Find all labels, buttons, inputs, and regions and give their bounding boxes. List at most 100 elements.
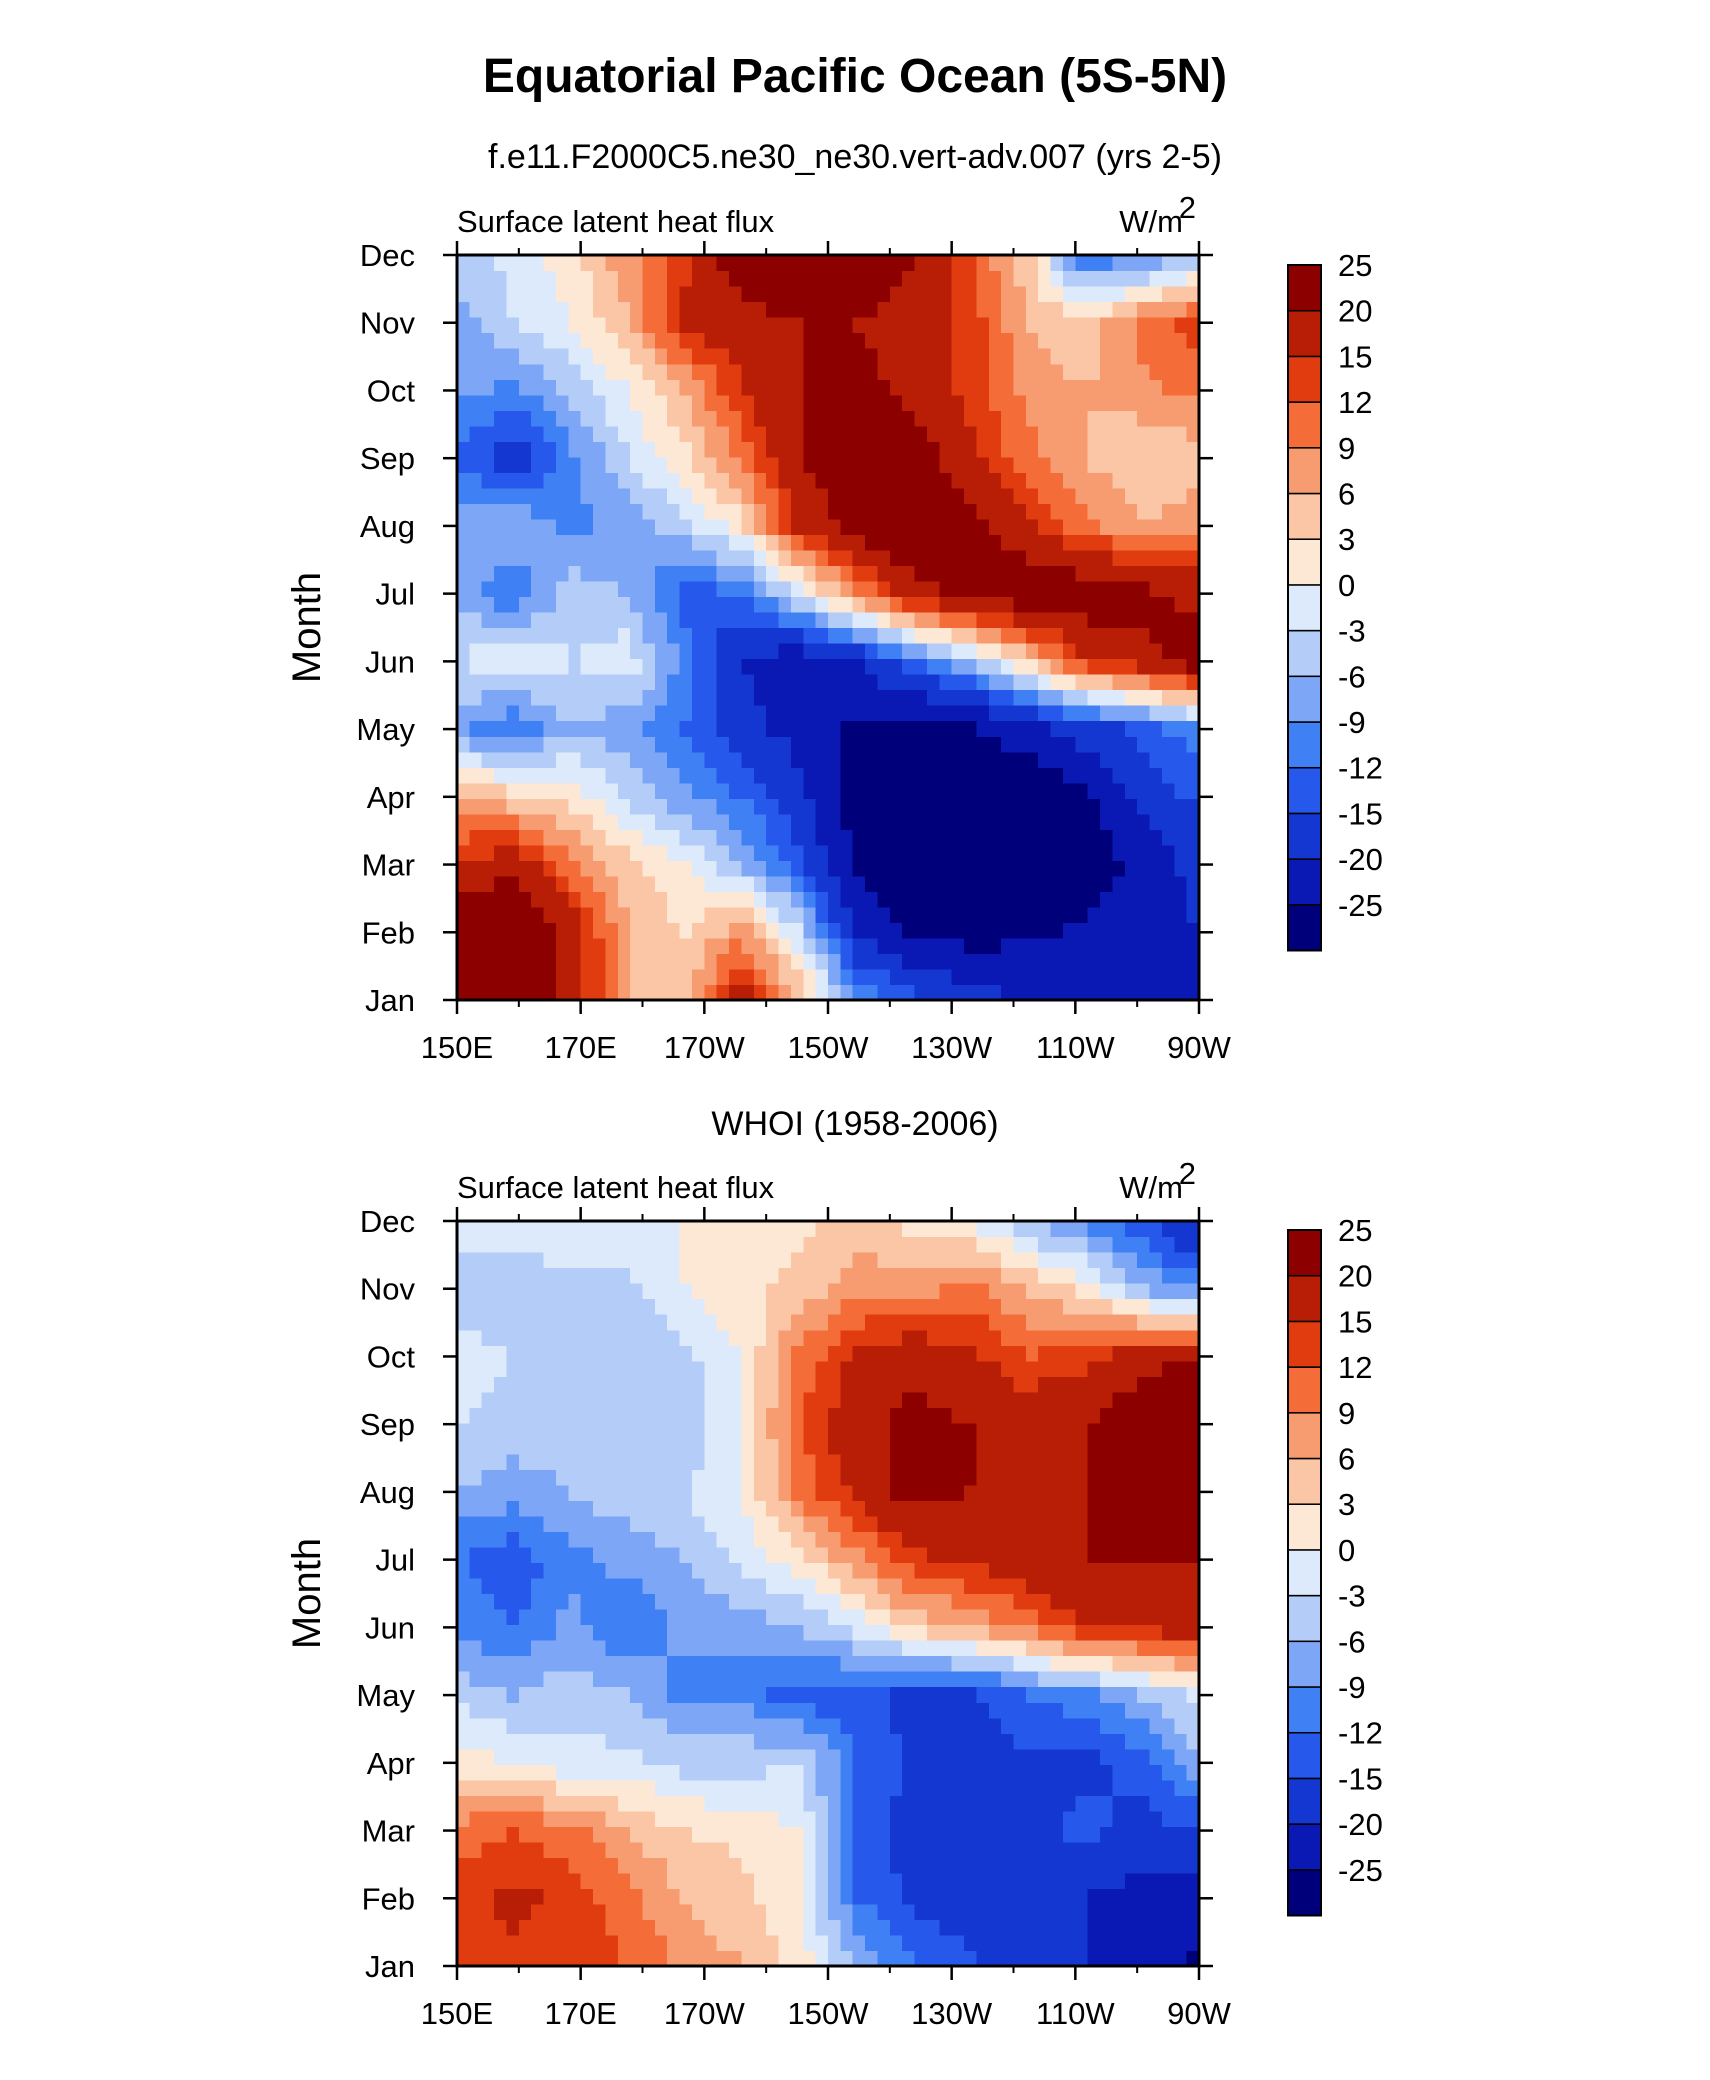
heatmap-cell — [1174, 937, 1188, 955]
heatmap-cell — [889, 472, 903, 489]
heatmap-cell — [889, 705, 903, 722]
heatmap-cell — [988, 829, 1002, 846]
heatmap-cell — [1149, 441, 1163, 458]
heatmap-cell — [469, 580, 483, 598]
heatmap-cell — [481, 441, 495, 458]
heatmap-cell — [518, 1531, 532, 1548]
heatmap-cell — [568, 1733, 582, 1750]
heatmap-cell — [852, 1609, 866, 1626]
heatmap-cell — [1087, 534, 1101, 551]
heatmap-cell — [555, 301, 569, 318]
heatmap-cell — [1100, 1826, 1114, 1843]
heatmap-cell — [555, 472, 569, 489]
heatmap-cell — [1174, 441, 1188, 458]
heatmap-cell — [543, 627, 557, 644]
heatmap-cell — [1050, 270, 1064, 287]
heatmap-cell — [877, 736, 891, 753]
heatmap-cell — [852, 410, 866, 427]
heatmap-cell — [580, 255, 594, 272]
heatmap-cell — [766, 922, 780, 939]
heatmap-cell — [1025, 1655, 1039, 1672]
heatmap-cell — [580, 1872, 594, 1889]
heatmap-cell — [1112, 1934, 1126, 1952]
heatmap-cell — [790, 720, 804, 737]
heatmap-cell — [1100, 984, 1114, 1001]
heatmap-cell — [902, 1779, 916, 1796]
heatmap-cell — [605, 456, 619, 473]
heatmap-cell — [1161, 1903, 1175, 1921]
heatmap-cell — [716, 270, 730, 287]
heatmap-cell — [1186, 332, 1200, 349]
heatmap-cell — [580, 1702, 594, 1719]
heatmap-cell — [1050, 1593, 1064, 1610]
heatmap-cell — [691, 1872, 705, 1889]
heatmap-cell — [1001, 441, 1015, 458]
heatmap-cell — [951, 1453, 965, 1470]
heatmap-cell — [457, 1438, 470, 1455]
heatmap-cell — [729, 596, 743, 613]
heatmap-cell — [914, 798, 928, 815]
heatmap-cell — [704, 1655, 718, 1672]
heatmap-cell — [926, 425, 940, 442]
heatmap-cell — [840, 1810, 854, 1827]
heatmap-cell — [964, 1469, 977, 1486]
heatmap-cell — [1001, 1733, 1015, 1750]
heatmap-cell — [1124, 1593, 1138, 1610]
heatmap-cell — [543, 829, 557, 846]
heatmap-cell — [531, 565, 545, 582]
heatmap-cell — [654, 394, 668, 411]
heatmap-cell — [852, 332, 866, 349]
heatmap-cell — [642, 1810, 656, 1827]
heatmap-cell — [1124, 829, 1138, 846]
heatmap-cell — [828, 1453, 841, 1470]
heatmap-cell — [630, 1950, 644, 1967]
heatmap-cell — [1137, 1810, 1151, 1827]
heatmap-cell — [1087, 767, 1101, 784]
heatmap-cell — [1161, 798, 1175, 815]
heatmap-cell — [729, 705, 743, 722]
heatmap-cell — [469, 410, 483, 427]
heatmap-cell — [1062, 922, 1076, 939]
heatmap-cell — [531, 1717, 545, 1734]
heatmap-cell — [1100, 348, 1114, 365]
heatmap-cell — [617, 1872, 631, 1889]
heatmap-cell — [1075, 611, 1089, 629]
heatmap-cell — [1124, 643, 1138, 660]
heatmap-cell — [741, 1531, 755, 1548]
heatmap-cell — [815, 1671, 829, 1688]
heatmap-cell — [1161, 394, 1175, 411]
heatmap-cell — [630, 518, 644, 535]
heatmap-cell — [729, 301, 743, 318]
heatmap-cell — [568, 1702, 582, 1719]
heatmap-cell — [630, 425, 644, 442]
heatmap-cell — [1038, 1500, 1052, 1517]
heatmap-cell — [988, 580, 1002, 598]
heatmap-cell — [691, 1934, 705, 1952]
heatmap-cell — [753, 937, 767, 955]
heatmap-cell — [852, 643, 866, 660]
heatmap-cell — [518, 1671, 532, 1688]
heatmap-cell — [679, 720, 693, 737]
heatmap-cell — [1124, 1515, 1138, 1533]
heatmap-cell — [1124, 1717, 1138, 1734]
heatmap-cell — [840, 472, 854, 489]
heatmap-cell — [741, 270, 755, 287]
heatmap-cell — [543, 813, 557, 830]
heatmap-cell — [531, 410, 545, 427]
heatmap-cell — [1038, 286, 1052, 303]
heatmap-cell — [667, 627, 681, 644]
heatmap-cell — [1186, 1810, 1200, 1827]
heatmap-cell — [1137, 1950, 1151, 1967]
heatmap-cell — [1137, 503, 1151, 520]
heatmap-cell — [555, 317, 569, 334]
heatmap-cell — [469, 922, 483, 939]
heatmap-cell — [580, 394, 594, 411]
heatmap-cell — [469, 611, 483, 629]
heatmap-cell — [704, 425, 718, 442]
heatmap-cell — [828, 658, 841, 675]
heatmap-cell — [457, 456, 470, 473]
heatmap-cell — [667, 286, 681, 303]
heatmap-cell — [506, 534, 520, 551]
heatmap-cell — [1149, 906, 1163, 923]
heatmap-cell — [691, 549, 705, 567]
